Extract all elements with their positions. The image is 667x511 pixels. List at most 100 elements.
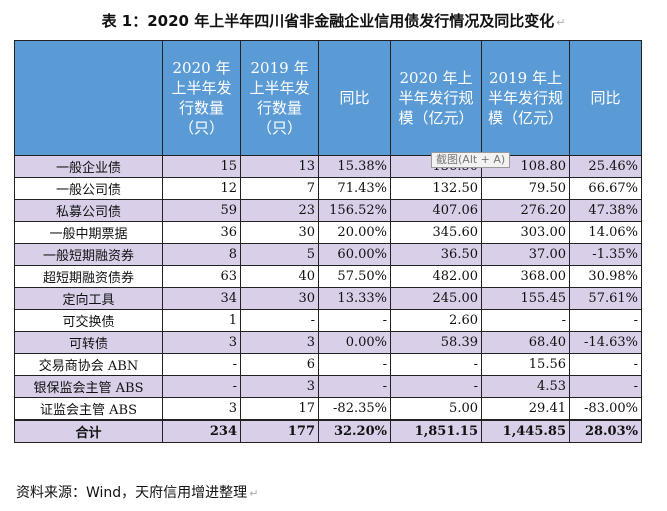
table-row: 私募公司债 59 23 156.52% 407.06 276.20 47.38%: [14, 199, 642, 222]
row-label-cell: 一般公司债: [14, 177, 163, 200]
value-cell: -1.35%: [569, 243, 642, 266]
value-cell: -: [569, 309, 642, 332]
header-cell-name: [14, 40, 163, 156]
value-cell: 156.52%: [318, 199, 391, 222]
value-cell: 3: [162, 397, 241, 421]
paragraph-mark-icon: ↵: [249, 487, 259, 500]
value-cell: 3: [240, 375, 319, 398]
value-cell: 79.50: [481, 177, 570, 200]
value-cell: 1,851.15: [390, 419, 482, 443]
header-cell-scale-2020: 2020 年上半年发行规模（亿元）: [390, 40, 482, 156]
header-cell-scale-2019: 2019 年上半年发行规模（亿元）: [481, 40, 570, 156]
value-cell: -: [318, 375, 391, 398]
value-cell: -: [390, 353, 482, 376]
value-cell: -: [569, 375, 642, 398]
bond-issuance-table: 2020 年上半年发行数量（只） 2019 年上半年发行数量（只） 同比 202…: [14, 40, 642, 443]
value-cell: 30: [240, 287, 319, 310]
value-cell: 132.50: [390, 177, 482, 200]
value-cell: 30.98%: [569, 265, 642, 288]
value-cell: 8: [162, 243, 241, 266]
table-row: 交易商协会 ABN -6- -15.56-: [14, 353, 642, 376]
value-cell: 407.06: [390, 199, 482, 222]
table-row: 定向工具 34 30 13.33% 245.00 155.45 57.61%: [14, 287, 642, 310]
row-label-cell: 一般中期票据: [14, 221, 163, 244]
value-cell: 2.60: [390, 309, 482, 332]
screenshot-tooltip: 截图(Alt + A): [431, 152, 511, 168]
table-row: 证监会主管 ABS 3 17 -82.35% 5.00 29.41 -83.00%: [14, 397, 642, 421]
table-row: 可交换债 1- -2.60- -: [14, 309, 642, 332]
value-cell: 368.00: [481, 265, 570, 288]
value-cell: 4.53: [481, 375, 570, 398]
value-cell: 30: [240, 221, 319, 244]
value-cell: 17: [240, 397, 319, 421]
value-cell: 68.40: [481, 331, 570, 354]
row-label-cell: 超短期融资债券: [14, 265, 163, 288]
header-cell-count-2019: 2019 年上半年发行数量（只）: [240, 40, 319, 156]
value-cell: 234: [162, 419, 241, 443]
row-label-cell: 可交换债: [14, 309, 163, 332]
paragraph-mark-icon: ↵: [556, 16, 566, 29]
row-label-cell: 银保监会主管 ABS: [14, 375, 163, 398]
value-cell: 13.33%: [318, 287, 391, 310]
value-cell: -: [240, 309, 319, 332]
value-cell: 58.39: [390, 331, 482, 354]
value-cell: 47.38%: [569, 199, 642, 222]
row-label-cell: 证监会主管 ABS: [14, 397, 163, 421]
header-cell-scale-yoy: 同比: [569, 40, 642, 156]
header-row: 2020 年上半年发行数量（只） 2019 年上半年发行数量（只） 同比 202…: [14, 40, 642, 156]
header-cell-count-yoy: 同比: [318, 40, 391, 156]
row-label-cell: 私募公司债: [14, 199, 163, 222]
value-cell: 482.00: [390, 265, 482, 288]
value-cell: 59: [162, 199, 241, 222]
value-cell: -: [162, 353, 241, 376]
value-cell: 57.50%: [318, 265, 391, 288]
row-label-cell: 合计: [14, 419, 163, 443]
value-cell: 15.38%: [318, 155, 391, 178]
table-row: 超短期融资债券 63 40 57.50% 482.00 368.00 30.98%: [14, 265, 642, 288]
total-row: 合计 234 177 32.20% 1,851.15 1,445.85 28.03%: [14, 419, 642, 443]
table-row: 一般中期票据 36 30 20.00% 345.60 303.00 14.06%: [14, 221, 642, 244]
value-cell: 20.00%: [318, 221, 391, 244]
value-cell: 276.20: [481, 199, 570, 222]
value-cell: 15.56: [481, 353, 570, 376]
value-cell: 57.61%: [569, 287, 642, 310]
value-cell: 32.20%: [318, 419, 391, 443]
value-cell: 25.46%: [569, 155, 642, 178]
value-cell: 3: [240, 331, 319, 354]
row-label-cell: 交易商协会 ABN: [14, 353, 163, 376]
value-cell: 345.60: [390, 221, 482, 244]
value-cell: -83.00%: [569, 397, 642, 421]
row-label-cell: 可转债: [14, 331, 163, 354]
value-cell: -: [481, 309, 570, 332]
table-row: 可转债 3 3 0.00% 58.39 68.40 -14.63%: [14, 331, 642, 354]
value-cell: 0.00%: [318, 331, 391, 354]
value-cell: 28.03%: [569, 419, 642, 443]
value-cell: 12: [162, 177, 241, 200]
value-cell: 63: [162, 265, 241, 288]
value-cell: 23: [240, 199, 319, 222]
value-cell: 15: [162, 155, 241, 178]
value-cell: 60.00%: [318, 243, 391, 266]
value-cell: 71.43%: [318, 177, 391, 200]
row-label-cell: 一般短期融资券: [14, 243, 163, 266]
value-cell: 34: [162, 287, 241, 310]
table-title: 表 1：2020 年上半年四川省非金融企业信用债发行情况及同比变化 ↵: [101, 12, 566, 30]
value-cell: 303.00: [481, 221, 570, 244]
source-note: 资料来源：Wind，天府信用增进整理 ↵: [16, 485, 259, 501]
value-cell: -: [162, 375, 241, 398]
row-label-cell: 定向工具: [14, 287, 163, 310]
value-cell: 245.00: [390, 287, 482, 310]
value-cell: 155.45: [481, 287, 570, 310]
value-cell: -: [569, 353, 642, 376]
value-cell: -82.35%: [318, 397, 391, 421]
value-cell: -: [318, 309, 391, 332]
value-cell: -14.63%: [569, 331, 642, 354]
value-cell: 6: [240, 353, 319, 376]
value-cell: 13: [240, 155, 319, 178]
value-cell: 14.06%: [569, 221, 642, 244]
value-cell: 177: [240, 419, 319, 443]
header-cell-count-2020: 2020 年上半年发行数量（只）: [162, 40, 241, 156]
value-cell: 40: [240, 265, 319, 288]
value-cell: 3: [162, 331, 241, 354]
table-row: 一般短期融资券 8 5 60.00% 36.50 37.00 -1.35%: [14, 243, 642, 266]
